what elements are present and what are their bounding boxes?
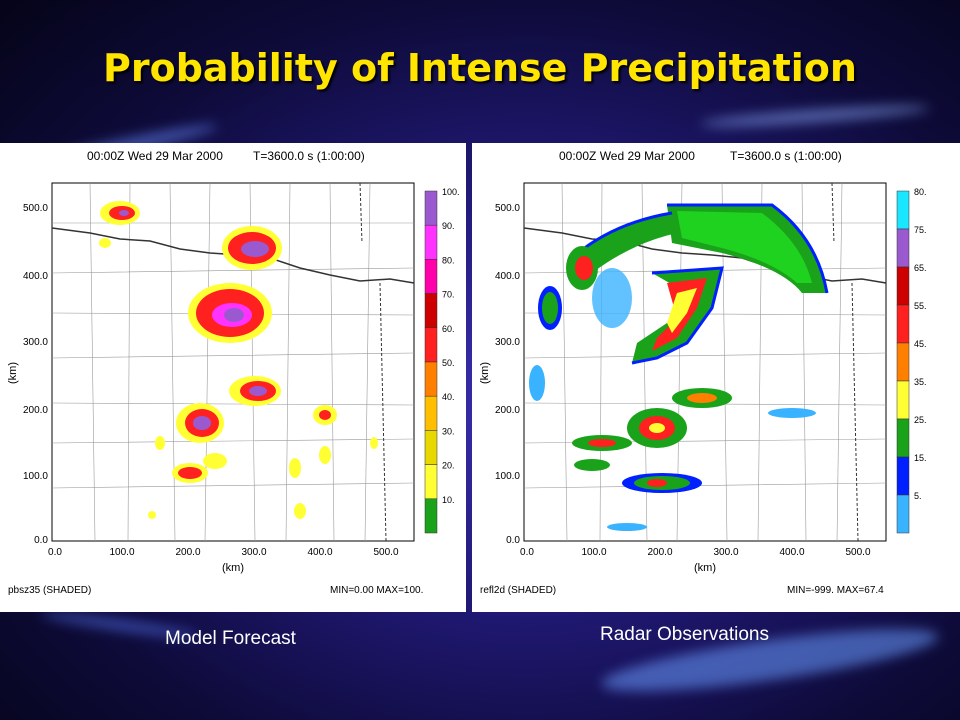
y-tick-label: 100.0 (23, 471, 48, 482)
colorbar-label: 10. (442, 495, 455, 505)
colorbar-swatch (424, 190, 438, 226)
colorbar-swatch (424, 293, 438, 329)
x-tick-label: 500.0 (373, 547, 398, 558)
slide-title: Probability of Intense Precipitation (103, 46, 857, 90)
colorbar-label: 50. (442, 358, 455, 368)
x-axis-title: (km) (694, 562, 716, 574)
colorbar-swatch (896, 380, 910, 420)
header-time: 00:00Z Wed 29 Mar 2000 (87, 149, 223, 163)
colorbar-swatch (424, 498, 438, 534)
x-tick-label: 300.0 (241, 547, 266, 558)
colorbar-label: 55. (914, 301, 927, 311)
x-tick-label: 200.0 (175, 547, 200, 558)
footer-right: MIN=0.00 MAX=100. (330, 585, 423, 596)
footer-left: refl2d (SHADED) (480, 585, 556, 596)
state-border-dashed (831, 182, 859, 542)
colorbar-swatch (424, 464, 438, 500)
y-tick-label: 500.0 (23, 203, 48, 214)
y-tick-label: 0.0 (34, 535, 48, 546)
colorbar-swatch (896, 494, 910, 534)
colorbar-swatch (424, 259, 438, 294)
state-border (523, 227, 887, 284)
colorbar-swatch (896, 228, 910, 268)
y-tick-label: 500.0 (495, 203, 520, 214)
y-axis-labels: 0.0 100.0 200.0 300.0 400.0 500.0 (23, 203, 48, 546)
colorbar-label: 75. (914, 225, 927, 235)
colorbar-swatch (896, 190, 910, 230)
colorbar-label: 15. (914, 453, 927, 463)
colorbar-label: 25. (914, 415, 927, 425)
footer-right: MIN=-999. MAX=67.4 (787, 585, 884, 596)
cell-south-2 (176, 403, 224, 443)
x-tick-label: 100.0 (581, 547, 606, 558)
cell-ne (222, 226, 282, 270)
colorbar-label: 90. (442, 221, 455, 231)
state-border-dashed (359, 182, 387, 542)
colorbar-swatch (896, 304, 910, 344)
y-tick-label: 400.0 (23, 271, 48, 282)
y-tick-label: 0.0 (506, 535, 520, 546)
y-tick-label: 200.0 (495, 405, 520, 416)
x-tick-label: 400.0 (779, 547, 804, 558)
x-tick-label: 300.0 (713, 547, 738, 558)
colorbar-label: 80. (442, 255, 455, 265)
colorbar-label: 5. (914, 491, 922, 501)
x-tick-label: 400.0 (307, 547, 332, 558)
colorbar-label: 70. (442, 290, 455, 300)
colorbar-swatch (424, 361, 438, 397)
colorbar: 80. 75. 65. 55. 45. 35. 25. 15. 5. (896, 187, 927, 534)
y-axis-labels: 0.0 100.0 200.0 300.0 400.0 500.0 (495, 203, 520, 546)
colorbar-label: 20. (442, 461, 455, 471)
radar-echoes (529, 203, 829, 531)
colorbar-swatch (896, 418, 910, 458)
colorbar-swatch (424, 395, 438, 431)
x-axis-title: (km) (222, 562, 244, 574)
y-tick-label: 300.0 (23, 337, 48, 348)
colorbar-swatch (424, 327, 438, 363)
colorbar-label: 40. (442, 392, 455, 402)
header-t: T=3600.0 s (1:00:00) (253, 149, 365, 163)
x-tick-label: 500.0 (845, 547, 870, 558)
radar-observations-panel: 00:00Z Wed 29 Mar 2000 T=3600.0 s (1:00:… (472, 143, 960, 612)
caption-radar-observations: Radar Observations (600, 624, 769, 645)
colorbar-swatch (424, 224, 438, 260)
background-streak (699, 101, 931, 131)
y-tick-label: 100.0 (495, 471, 520, 482)
cell-nw (100, 201, 140, 225)
colorbar-swatch (424, 430, 438, 465)
colorbar-label: 60. (442, 324, 455, 334)
colorbar: 100. 90. 80. 70. 60. 50. 40. 30. 20. 10. (424, 187, 460, 534)
cell-central (188, 283, 272, 343)
radar-observations-map: 00:00Z Wed 29 Mar 2000 T=3600.0 s (1:00:… (479, 149, 927, 596)
colorbar-swatch (896, 456, 910, 496)
header-time: 00:00Z Wed 29 Mar 2000 (559, 149, 695, 163)
colorbar-label: 45. (914, 339, 927, 349)
colorbar-swatch (896, 266, 910, 306)
cell-south-1 (229, 376, 281, 406)
colorbar-label: 65. (914, 263, 927, 273)
model-forecast-panel: 00:00Z Wed 29 Mar 2000 T=3600.0 s (1:00:… (0, 143, 466, 612)
x-axis-labels: 0.0 100.0 200.0 300.0 400.0 500.0 (48, 547, 399, 558)
colorbar-swatch (896, 342, 910, 382)
x-tick-label: 0.0 (48, 547, 62, 558)
x-tick-label: 100.0 (109, 547, 134, 558)
x-tick-label: 200.0 (647, 547, 672, 558)
x-tick-label: 0.0 (520, 547, 534, 558)
colorbar-label: 100. (442, 187, 460, 197)
colorbar-label: 30. (442, 426, 455, 436)
colorbar-label: 35. (914, 377, 927, 387)
colorbar-label: 80. (914, 187, 927, 197)
footer-left: pbsz35 (SHADED) (8, 585, 91, 596)
y-tick-label: 200.0 (23, 405, 48, 416)
precip-cells (99, 201, 378, 519)
x-axis-labels: 0.0 100.0 200.0 300.0 400.0 500.0 (520, 547, 871, 558)
header-t: T=3600.0 s (1:00:00) (730, 149, 842, 163)
model-forecast-map: 00:00Z Wed 29 Mar 2000 T=3600.0 s (1:00:… (7, 149, 460, 596)
caption-model-forecast: Model Forecast (165, 628, 296, 649)
y-axis-title: (km) (479, 362, 491, 384)
y-axis-title: (km) (7, 362, 19, 384)
y-tick-label: 300.0 (495, 337, 520, 348)
y-tick-label: 400.0 (495, 271, 520, 282)
